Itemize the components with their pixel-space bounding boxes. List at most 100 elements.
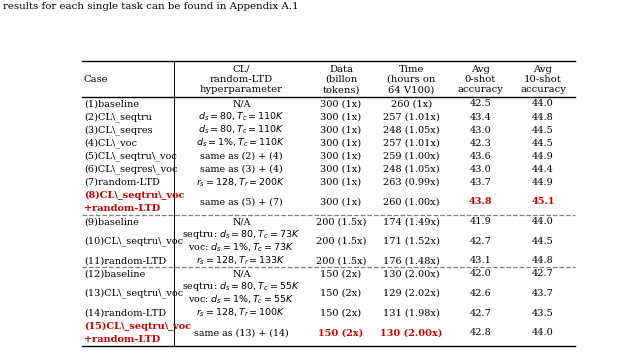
Text: (11)random-LTD: (11)random-LTD <box>84 256 166 265</box>
Text: (14)random-LTD: (14)random-LTD <box>84 309 166 318</box>
Text: 44.5: 44.5 <box>532 237 554 245</box>
Text: 44.8: 44.8 <box>532 113 554 122</box>
Text: 300 (1x): 300 (1x) <box>321 152 362 161</box>
Text: 43.8: 43.8 <box>468 197 492 206</box>
Text: Data
(billon
tokens): Data (billon tokens) <box>323 65 360 94</box>
Text: 300 (1x): 300 (1x) <box>321 165 362 174</box>
Text: 43.7: 43.7 <box>469 178 491 187</box>
Text: 45.1: 45.1 <box>531 197 555 206</box>
Text: results for each single task can be found in Appendix A.1: results for each single task can be foun… <box>3 2 299 11</box>
Text: (9)baseline: (9)baseline <box>84 217 139 226</box>
Text: (7)random-LTD: (7)random-LTD <box>84 178 160 187</box>
Text: 171 (1.52x): 171 (1.52x) <box>383 237 440 245</box>
Text: Time
(hours on
64 V100): Time (hours on 64 V100) <box>387 65 435 94</box>
Text: $d_s = 80, T_c = 110K$: $d_s = 80, T_c = 110K$ <box>198 111 285 123</box>
Text: 41.9: 41.9 <box>469 217 491 226</box>
Text: (10)CL\_seqtru\_voc: (10)CL\_seqtru\_voc <box>84 236 183 246</box>
Text: 42.7: 42.7 <box>532 269 554 278</box>
Text: 43.0: 43.0 <box>469 165 491 174</box>
Text: 43.4: 43.4 <box>469 113 491 122</box>
Text: (3)CL\_seqres: (3)CL\_seqres <box>84 125 152 135</box>
Text: 200 (1.5x): 200 (1.5x) <box>316 237 366 245</box>
Text: 248 (1.05x): 248 (1.05x) <box>383 126 440 135</box>
Text: $r_s = 128, T_r = 133K$: $r_s = 128, T_r = 133K$ <box>196 255 286 267</box>
Text: 260 (1x): 260 (1x) <box>390 100 432 108</box>
Text: same as (3) + (4): same as (3) + (4) <box>200 165 283 174</box>
Text: same as (5) + (7): same as (5) + (7) <box>200 197 283 206</box>
Text: (13)CL\_seqtru\_voc: (13)CL\_seqtru\_voc <box>84 288 183 298</box>
Text: 257 (1.01x): 257 (1.01x) <box>383 139 440 148</box>
Text: $d_s = 80, T_c = 110K$: $d_s = 80, T_c = 110K$ <box>198 124 285 136</box>
Text: 300 (1x): 300 (1x) <box>321 139 362 148</box>
Text: same as (2) + (4): same as (2) + (4) <box>200 152 283 161</box>
Text: (2)CL\_seqtru: (2)CL\_seqtru <box>84 112 152 122</box>
Text: seqtru: $d_s = 80, T_c = 55K$: seqtru: $d_s = 80, T_c = 55K$ <box>182 280 300 293</box>
Text: 42.7: 42.7 <box>469 237 491 245</box>
Text: N/A: N/A <box>232 217 251 226</box>
Text: 42.7: 42.7 <box>469 309 491 318</box>
Text: N/A: N/A <box>232 269 251 278</box>
Text: 44.5: 44.5 <box>532 139 554 148</box>
Text: 263 (0.99x): 263 (0.99x) <box>383 178 440 187</box>
Text: 44.5: 44.5 <box>532 126 554 135</box>
Text: 44.9: 44.9 <box>532 178 554 187</box>
Text: 43.5: 43.5 <box>532 309 554 318</box>
Text: $r_s = 128, T_r = 100K$: $r_s = 128, T_r = 100K$ <box>196 307 286 319</box>
Text: 259 (1.00x): 259 (1.00x) <box>383 152 440 161</box>
Text: 130 (2.00x): 130 (2.00x) <box>380 328 442 337</box>
Text: (1)baseline: (1)baseline <box>84 100 139 108</box>
Text: voc: $d_s = 1\%, T_c = 55K$: voc: $d_s = 1\%, T_c = 55K$ <box>188 294 294 306</box>
Text: Avg
0-shot
accuracy: Avg 0-shot accuracy <box>457 65 503 94</box>
Text: 44.0: 44.0 <box>532 328 554 337</box>
Text: 257 (1.01x): 257 (1.01x) <box>383 113 440 122</box>
Text: 43.0: 43.0 <box>469 126 491 135</box>
Text: 200 (1.5x): 200 (1.5x) <box>316 217 366 226</box>
Text: 44.9: 44.9 <box>532 152 554 161</box>
Text: 176 (1.48x): 176 (1.48x) <box>383 256 440 265</box>
Text: N/A: N/A <box>232 100 251 108</box>
Text: 300 (1x): 300 (1x) <box>321 178 362 187</box>
Text: 44.4: 44.4 <box>532 165 554 174</box>
Text: 150 (2x): 150 (2x) <box>319 328 364 337</box>
Text: 260 (1.00x): 260 (1.00x) <box>383 197 440 206</box>
Text: 43.6: 43.6 <box>469 152 491 161</box>
Text: 44.0: 44.0 <box>532 217 554 226</box>
Text: (15)CL\_seqtru\_voc: (15)CL\_seqtru\_voc <box>84 322 191 331</box>
Text: 248 (1.05x): 248 (1.05x) <box>383 165 440 174</box>
Text: 150 (2x): 150 (2x) <box>321 289 362 298</box>
Text: 42.0: 42.0 <box>469 269 491 278</box>
Text: $r_s = 128, T_r = 200K$: $r_s = 128, T_r = 200K$ <box>196 176 286 188</box>
Text: 300 (1x): 300 (1x) <box>321 197 362 206</box>
Text: 300 (1x): 300 (1x) <box>321 100 362 108</box>
Text: 44.8: 44.8 <box>532 256 554 265</box>
Text: 300 (1x): 300 (1x) <box>321 113 362 122</box>
Text: 44.0: 44.0 <box>532 100 554 108</box>
Text: 150 (2x): 150 (2x) <box>321 309 362 318</box>
Text: (12)baseline: (12)baseline <box>84 269 145 278</box>
Text: 130 (2.00x): 130 (2.00x) <box>383 269 440 278</box>
Text: (5)CL\_seqtru\_voc: (5)CL\_seqtru\_voc <box>84 151 177 161</box>
Text: seqtru: $d_s = 80, T_c = 73K$: seqtru: $d_s = 80, T_c = 73K$ <box>182 228 300 241</box>
Text: $d_s = 1\%, T_c = 110K$: $d_s = 1\%, T_c = 110K$ <box>196 137 286 149</box>
Text: 200 (1.5x): 200 (1.5x) <box>316 256 366 265</box>
Text: 174 (1.49x): 174 (1.49x) <box>383 217 440 226</box>
Text: (8)CL\_seqtru\_voc: (8)CL\_seqtru\_voc <box>84 191 184 200</box>
Text: +random-LTD: +random-LTD <box>84 335 160 344</box>
Text: voc: $d_s = 1\%, T_c = 73K$: voc: $d_s = 1\%, T_c = 73K$ <box>188 242 294 254</box>
Text: 129 (2.02x): 129 (2.02x) <box>383 289 440 298</box>
Text: 42.3: 42.3 <box>469 139 491 148</box>
Text: 300 (1x): 300 (1x) <box>321 126 362 135</box>
Text: (6)CL\_seqres\_voc: (6)CL\_seqres\_voc <box>84 164 177 174</box>
Text: 42.5: 42.5 <box>469 100 491 108</box>
Text: Avg
10-shot
accuracy: Avg 10-shot accuracy <box>520 65 566 94</box>
Text: 131 (1.98x): 131 (1.98x) <box>383 309 440 318</box>
Text: CL/
random-LTD
hyperparameter: CL/ random-LTD hyperparameter <box>200 65 283 94</box>
Text: (4)CL\_voc: (4)CL\_voc <box>84 138 137 148</box>
Text: 43.7: 43.7 <box>532 289 554 298</box>
Text: 43.1: 43.1 <box>469 256 491 265</box>
Text: +random-LTD: +random-LTD <box>84 204 160 213</box>
Text: 150 (2x): 150 (2x) <box>321 269 362 278</box>
Text: Case: Case <box>84 75 109 84</box>
Text: 42.6: 42.6 <box>469 289 491 298</box>
Text: 42.8: 42.8 <box>469 328 491 337</box>
